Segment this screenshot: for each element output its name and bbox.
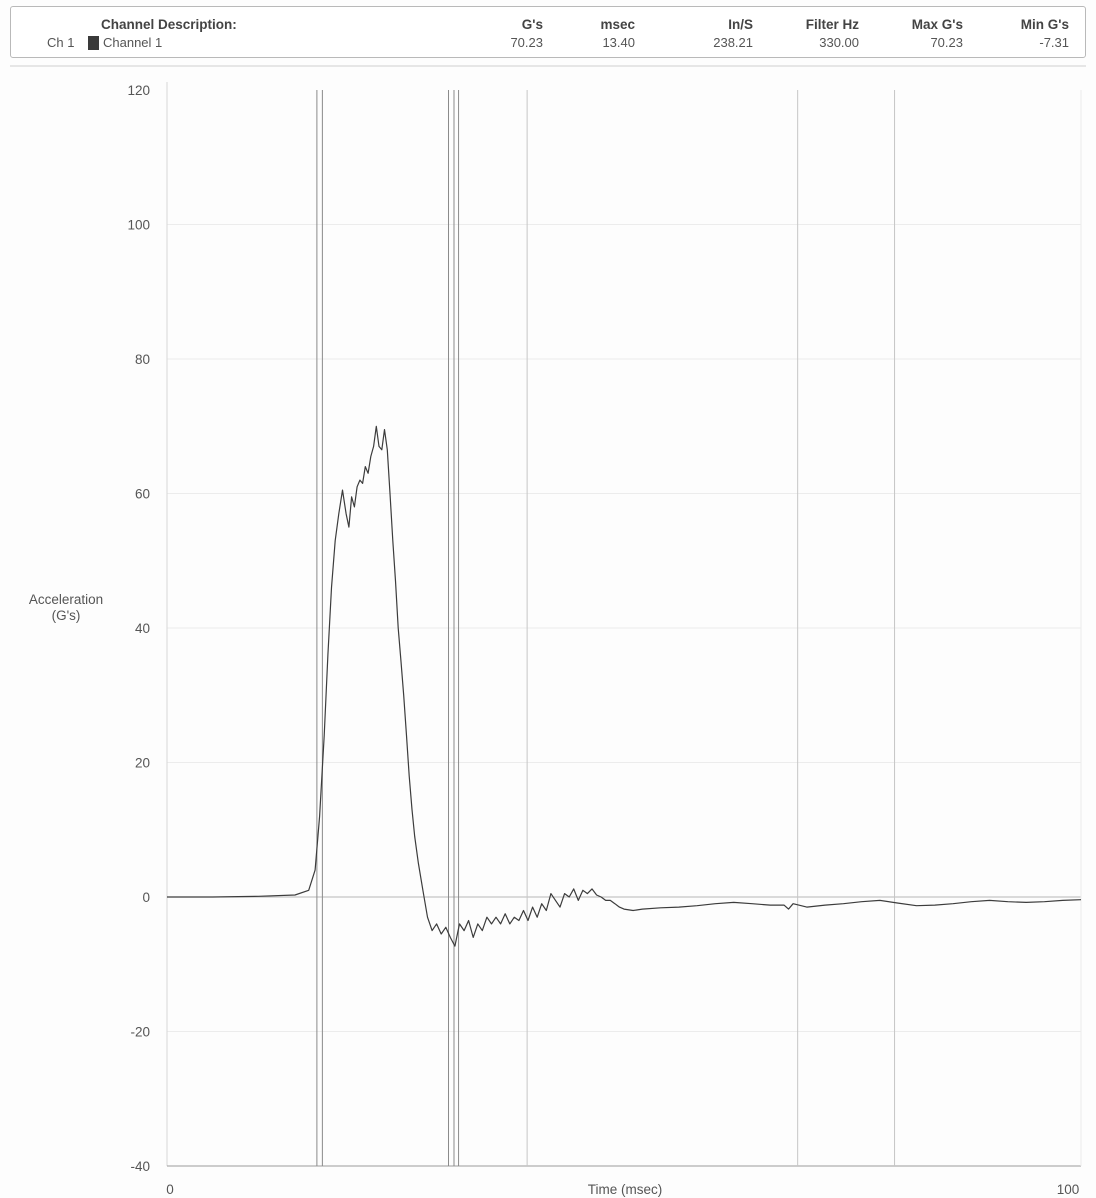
channel-header-table: Channel Description: Ch 1 Channel 1 G's … <box>10 6 1086 58</box>
x-tick-label-0: 0 <box>166 1182 174 1197</box>
msec-value: 13.40 <box>602 35 635 50</box>
y-tick-label-7: -20 <box>130 1025 150 1040</box>
max-gs-value: 70.23 <box>930 35 963 50</box>
y-tick-label-0: 120 <box>127 83 150 98</box>
gs-header: G's <box>521 17 543 32</box>
min-gs-header: Min G's <box>1020 17 1069 32</box>
gs-value: 70.23 <box>510 35 543 50</box>
x-tick-label-1: 100 <box>1057 1182 1080 1197</box>
filter-hz-header: Filter Hz <box>805 17 859 32</box>
cursor-lines <box>316 90 460 1166</box>
ins-value: 238.21 <box>713 35 753 50</box>
channel-id: Ch 1 <box>47 35 75 50</box>
y-axis-title-line-1: (G's) <box>52 608 81 623</box>
x-axis-ticks: 0 100 <box>166 1182 1079 1197</box>
channel-description-label: Channel Description: <box>101 17 237 32</box>
y-tick-label-5: 20 <box>135 756 150 771</box>
series-layer <box>167 425 1082 947</box>
channel-name: Channel 1 <box>103 35 163 50</box>
y-axis-title-line-0: Acceleration <box>29 592 103 607</box>
series-line-0 <box>167 425 1082 947</box>
y-tick-label-3: 60 <box>135 487 150 502</box>
grid <box>166 82 1082 1167</box>
y-tick-label-6: 0 <box>142 890 150 905</box>
msec-header: msec <box>600 17 635 32</box>
y-tick-label-1: 100 <box>127 218 150 233</box>
min-gs-value: -7.31 <box>1039 35 1069 50</box>
y-tick-label-4: 40 <box>135 621 150 636</box>
channel-color-swatch <box>88 36 99 50</box>
filter-hz-value: 330.00 <box>819 35 859 50</box>
y-axis-ticks: 120 100 80 60 40 20 0 -20 -40 <box>127 83 150 1174</box>
y-tick-label-2: 80 <box>135 352 150 367</box>
y-tick-label-8: -40 <box>130 1159 150 1174</box>
x-axis-title: Time (msec) <box>588 1182 663 1197</box>
max-gs-header: Max G's <box>911 17 963 32</box>
y-axis-title: Acceleration(G's) <box>29 592 103 623</box>
ins-header: In/S <box>728 17 753 32</box>
